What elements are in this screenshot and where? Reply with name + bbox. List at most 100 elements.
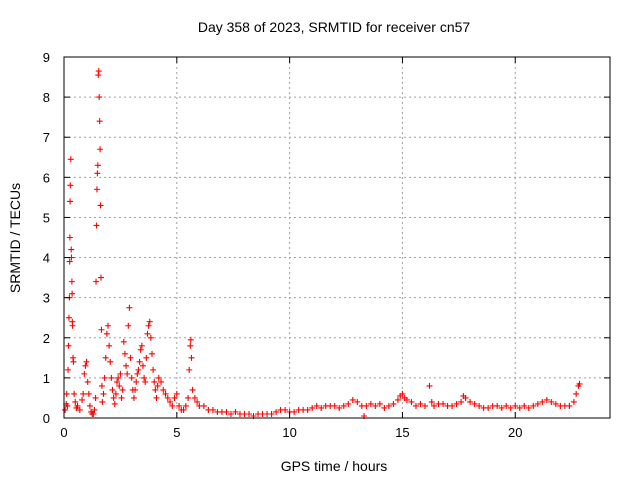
- data-point: [187, 342, 194, 349]
- data-point: [69, 290, 76, 297]
- data-point: [143, 354, 150, 361]
- data-point: [138, 342, 145, 349]
- data-point: [114, 378, 121, 385]
- data-point: [345, 400, 352, 407]
- data-point: [440, 400, 447, 407]
- data-point: [552, 400, 559, 407]
- data-point: [65, 342, 72, 349]
- data-point: [318, 404, 325, 411]
- data-point: [512, 402, 519, 409]
- y-tick-label: 5: [43, 210, 50, 225]
- data-point: [176, 402, 183, 409]
- x-tick-label: 0: [60, 425, 67, 440]
- data-point: [187, 336, 194, 343]
- data-point: [180, 406, 187, 413]
- data-point: [68, 246, 75, 253]
- data-point: [144, 330, 151, 337]
- x-tick-label: 20: [508, 425, 522, 440]
- data-point: [125, 322, 132, 329]
- axis-ticks: 0 5 10 15 20 0 1 2 3 4 5 6 7 8 9: [43, 50, 610, 440]
- data-point: [194, 398, 201, 405]
- data-point: [147, 334, 154, 341]
- plot-frame: [63, 56, 611, 419]
- data-point: [137, 346, 144, 353]
- data-point: [188, 354, 195, 361]
- data-point: [539, 398, 546, 405]
- data-point: [548, 398, 555, 405]
- data-point: [66, 234, 73, 241]
- data-point: [110, 394, 117, 401]
- data-point: [70, 358, 77, 365]
- data-point: [130, 394, 137, 401]
- y-tick-label: 8: [43, 90, 50, 105]
- data-point: [133, 378, 140, 385]
- data-point: [227, 410, 234, 417]
- data-point: [394, 396, 401, 403]
- data-point: [458, 398, 465, 405]
- data-point: [62, 406, 69, 413]
- data-point: [403, 396, 410, 403]
- data-point: [573, 390, 580, 397]
- data-point: [67, 156, 74, 163]
- y-axis-label: SRMTID / TECUs: [7, 183, 23, 293]
- data-point: [72, 398, 79, 405]
- data-points: [62, 68, 583, 419]
- data-point: [189, 386, 196, 393]
- data-point: [372, 402, 379, 409]
- data-point: [141, 374, 148, 381]
- data-point: [313, 402, 320, 409]
- data-point: [93, 186, 100, 193]
- data-point: [101, 374, 108, 381]
- data-point: [354, 398, 361, 405]
- data-point: [453, 400, 460, 407]
- y-tick-label: 3: [43, 291, 50, 306]
- data-point: [107, 358, 114, 365]
- data-point: [399, 390, 406, 397]
- data-point: [99, 398, 106, 405]
- data-point: [291, 408, 298, 415]
- data-point: [516, 404, 523, 411]
- data-point: [127, 354, 134, 361]
- data-point: [86, 402, 93, 409]
- data-point: [94, 170, 101, 177]
- data-point: [471, 400, 478, 407]
- data-point: [209, 406, 216, 413]
- data-point: [98, 382, 105, 389]
- data-point: [94, 162, 101, 169]
- data-point: [93, 222, 100, 229]
- data-point: [145, 322, 152, 329]
- data-point: [124, 370, 131, 377]
- data-point: [85, 390, 92, 397]
- data-point: [67, 182, 74, 189]
- data-point: [154, 382, 161, 389]
- data-point: [191, 394, 198, 401]
- data-point: [90, 410, 97, 417]
- data-point: [158, 378, 165, 385]
- data-point: [167, 398, 174, 405]
- y-tick-label: 0: [43, 411, 50, 426]
- data-point: [128, 374, 135, 381]
- data-point: [69, 322, 76, 329]
- data-point: [507, 404, 514, 411]
- data-point: [223, 408, 230, 415]
- data-point: [186, 366, 193, 373]
- data-point: [103, 330, 110, 337]
- data-point: [498, 404, 505, 411]
- data-point: [119, 386, 126, 393]
- data-point: [123, 362, 130, 369]
- data-point: [134, 370, 141, 377]
- data-point: [246, 410, 253, 417]
- data-point: [173, 390, 180, 397]
- y-tick-label: 7: [43, 130, 50, 145]
- data-point: [146, 318, 153, 325]
- data-point: [349, 396, 356, 403]
- data-point: [91, 406, 98, 413]
- data-point: [376, 400, 383, 407]
- data-point: [417, 400, 424, 407]
- data-point: [534, 400, 541, 407]
- y-tick-label: 4: [43, 251, 50, 266]
- data-point: [63, 390, 70, 397]
- data-point: [80, 390, 87, 397]
- data-point: [76, 406, 83, 413]
